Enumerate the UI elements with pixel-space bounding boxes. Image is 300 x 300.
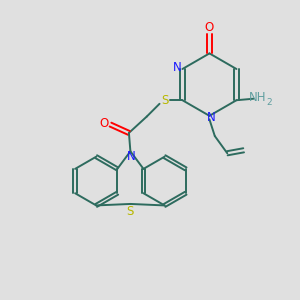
- Text: N: N: [173, 61, 182, 74]
- Text: 2: 2: [266, 98, 272, 107]
- Text: S: S: [127, 205, 134, 218]
- Text: O: O: [99, 117, 109, 130]
- Text: N: N: [127, 150, 135, 163]
- Text: NH: NH: [249, 91, 267, 104]
- Text: N: N: [207, 111, 215, 124]
- Text: O: O: [205, 21, 214, 34]
- Text: S: S: [161, 94, 168, 107]
